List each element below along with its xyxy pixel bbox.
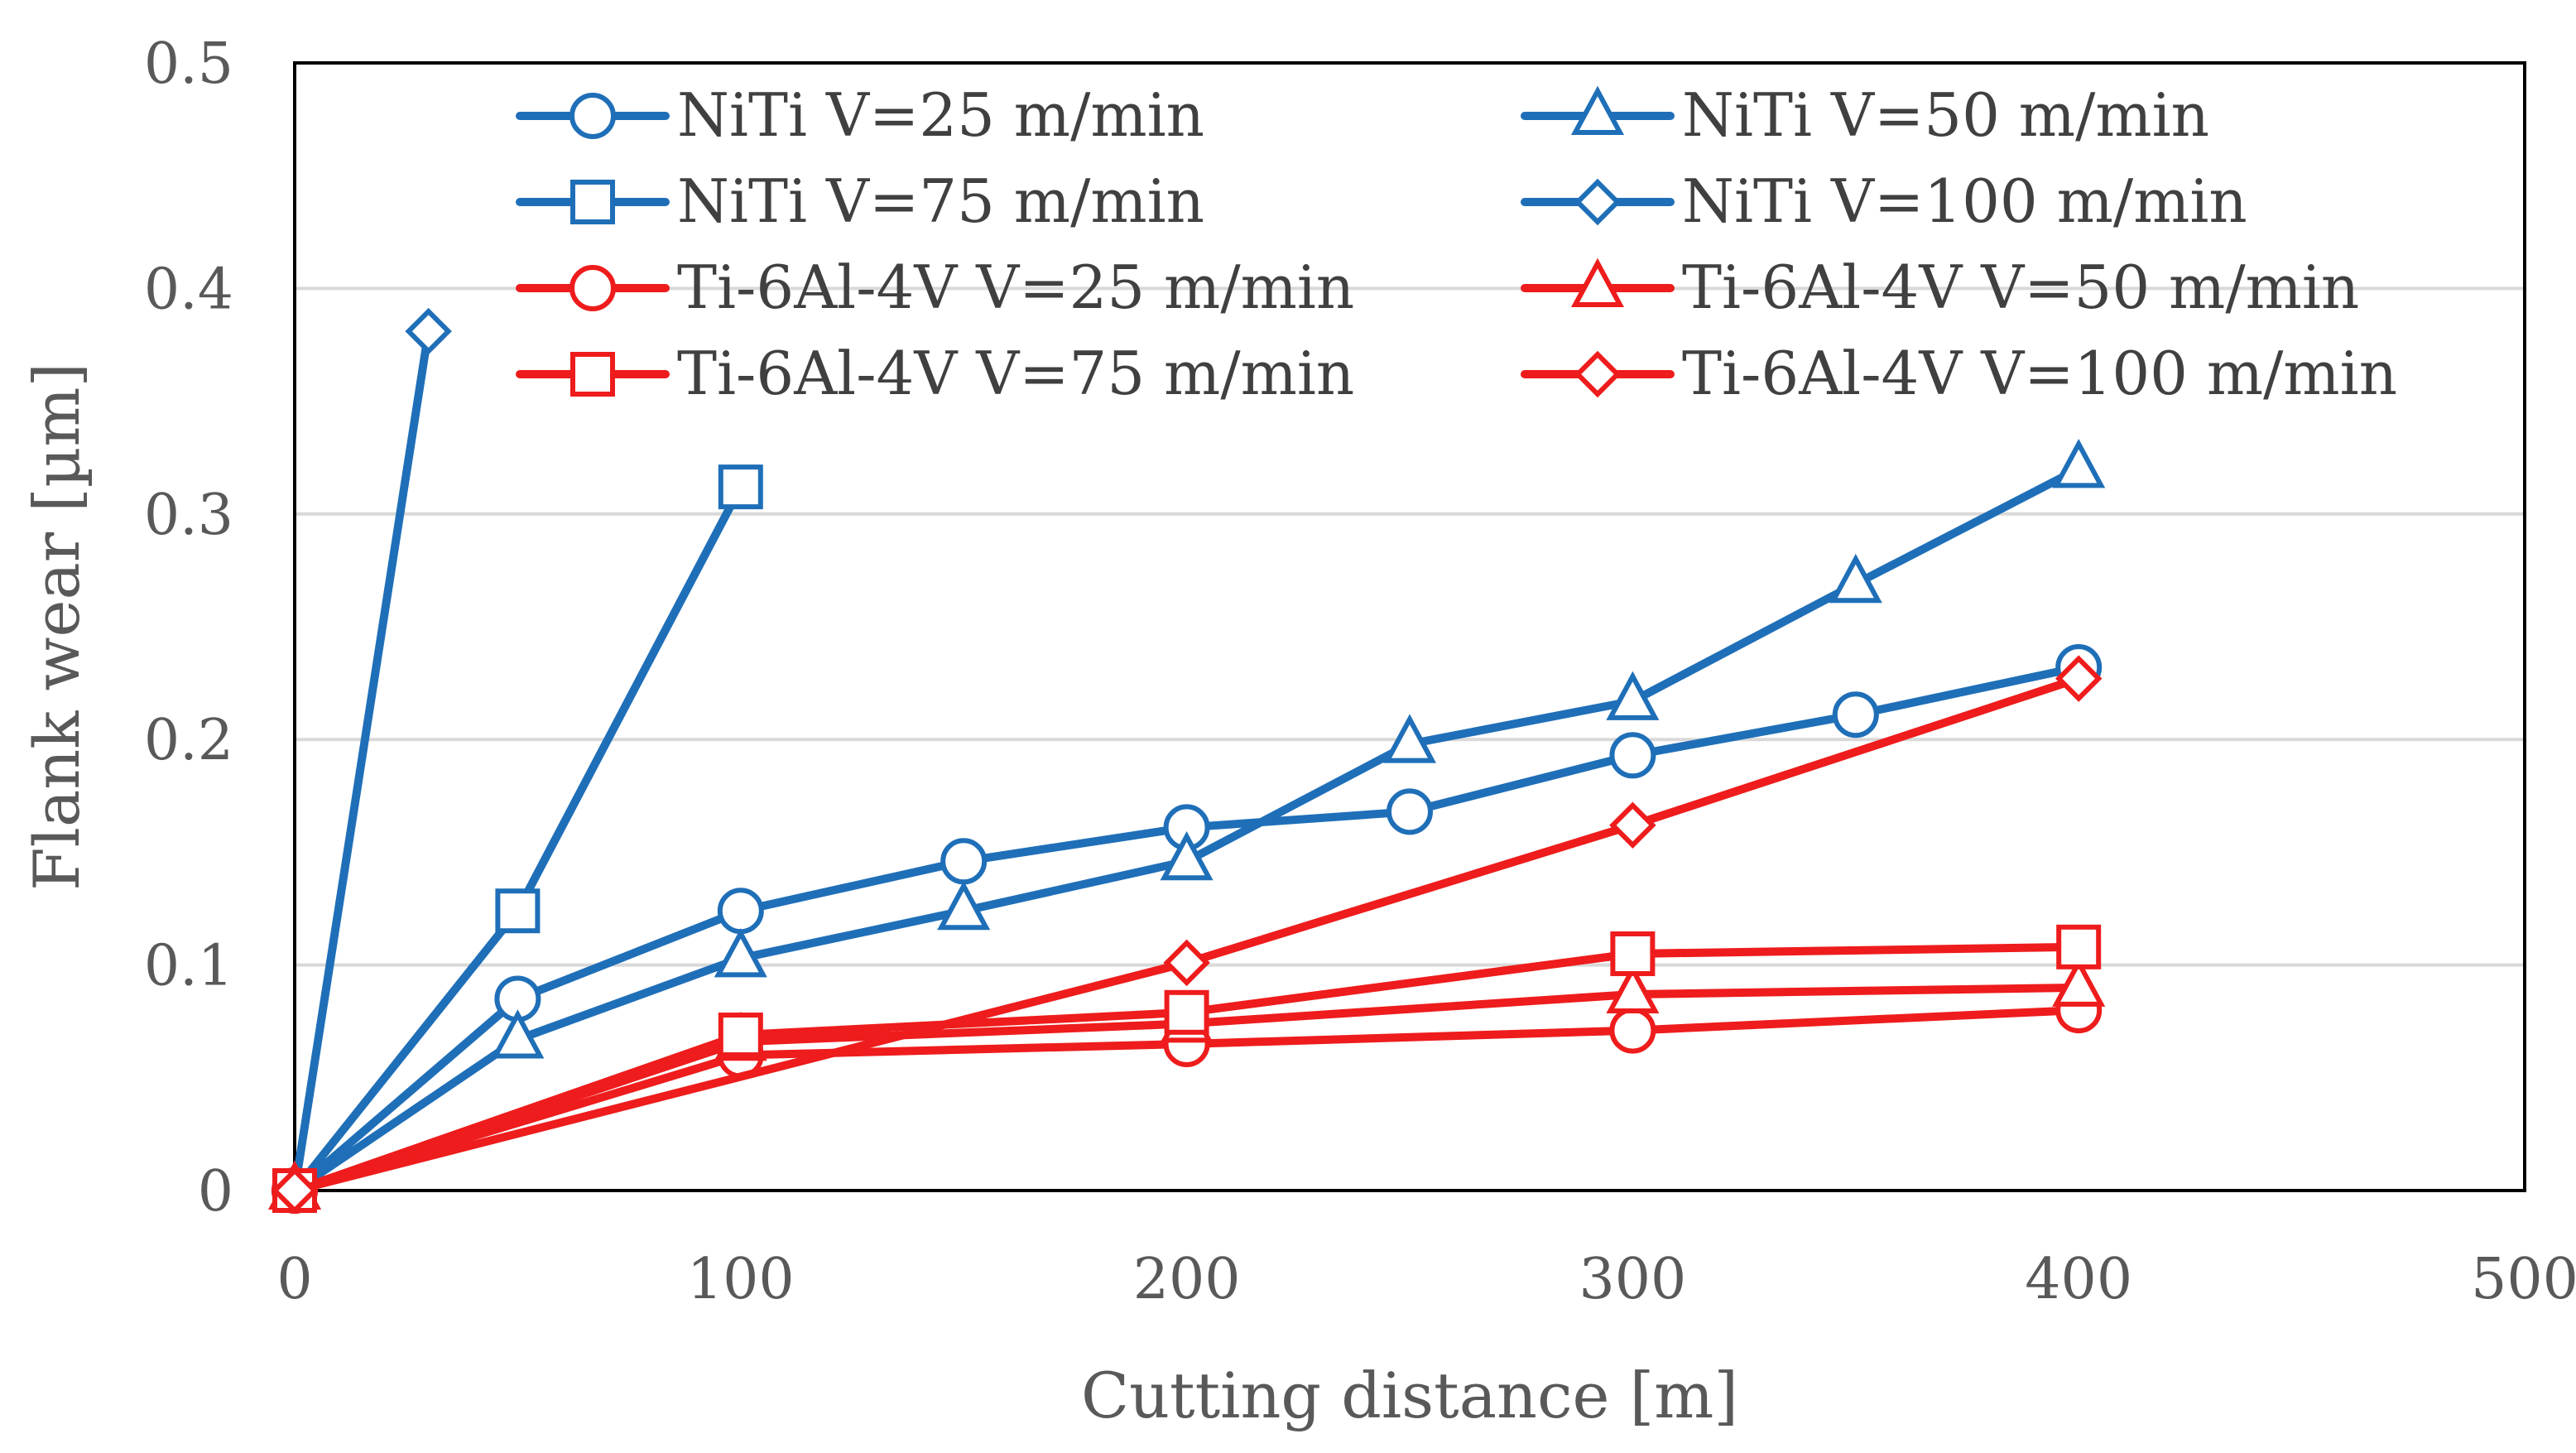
legend-swatch-marker xyxy=(1570,257,1625,307)
data-point xyxy=(405,307,452,355)
data-series xyxy=(267,307,2106,1215)
legend-swatch-marker xyxy=(1570,85,1625,135)
legend-item: Ti-6Al-4V V=25 m/min xyxy=(516,253,1354,322)
data-point xyxy=(714,928,767,978)
data-point xyxy=(940,838,988,885)
y-tick-label: 0.5 xyxy=(144,31,233,97)
axis-ticks: 0 100 200 300 400 500 0 0.1 0.2 0.3 0.4 0.5 xyxy=(144,31,2576,1312)
y-tick-label: 0.1 xyxy=(144,934,233,999)
data-point xyxy=(1606,671,1660,720)
legend-label: NiTi V=100 m/min xyxy=(1682,166,2247,236)
legend-swatch-marker xyxy=(570,265,616,311)
data-point xyxy=(1829,553,1882,604)
x-axis-title: Cutting distance [m] xyxy=(1081,1359,1738,1432)
plot-area-frame xyxy=(293,61,2526,1192)
legend-label: Ti-6Al-4V V=25 m/min xyxy=(677,253,1354,322)
legend-item: Ti-6Al-4V V=50 m/min xyxy=(1521,253,2359,322)
data-point xyxy=(718,464,763,510)
y-axis-title: Flank wear [µm] xyxy=(20,363,94,891)
legend-label: Ti-6Al-4V V=100 m/min xyxy=(1682,339,2397,408)
data-point xyxy=(937,880,991,931)
legend-label: Ti-6Al-4V V=50 m/min xyxy=(1682,253,2359,322)
legend-label: NiTi V=50 m/min xyxy=(1682,80,2209,150)
legend-swatch-marker xyxy=(1574,178,1622,226)
data-point xyxy=(717,888,764,935)
y-tick-label: 0 xyxy=(198,1159,233,1224)
data-point xyxy=(1609,732,1656,779)
data-point xyxy=(1164,989,1209,1035)
x-tick-label: 500 xyxy=(2471,1247,2576,1312)
data-point xyxy=(2052,439,2106,488)
legend-swatch-marker xyxy=(1574,350,1622,398)
series-line xyxy=(291,483,745,1195)
data-point xyxy=(1160,830,1214,881)
legend-swatch-marker xyxy=(570,352,615,397)
x-tick-label: 0 xyxy=(276,1247,312,1312)
data-point xyxy=(271,1167,319,1215)
data-point xyxy=(1163,939,1210,987)
y-tick-label: 0.2 xyxy=(144,708,233,773)
series-2 xyxy=(267,439,2106,1210)
x-tick-label: 200 xyxy=(1133,1247,1241,1312)
legend-item: NiTi V=25 m/min xyxy=(516,80,1204,150)
legend-swatch-marker xyxy=(570,180,615,224)
data-point xyxy=(1609,801,1656,849)
legend-item: Ti-6Al-4V V=100 m/min xyxy=(1521,339,2397,408)
data-point xyxy=(1387,788,1433,835)
series-8 xyxy=(271,655,2103,1215)
legend-item: NiTi V=100 m/min xyxy=(1521,166,2247,236)
data-point xyxy=(718,1013,763,1058)
data-point xyxy=(1609,1007,1656,1054)
data-point xyxy=(491,1009,545,1059)
data-point xyxy=(495,888,541,934)
x-tick-label: 100 xyxy=(687,1247,795,1312)
legend-label: NiTi V=75 m/min xyxy=(677,166,1204,236)
legend: NiTi V=25 m/min NiTi V=50 m/min NiTi V=75 … xyxy=(516,80,2397,408)
data-point xyxy=(2052,957,2106,1007)
x-tick-label: 400 xyxy=(2025,1247,2132,1312)
legend-label: Ti-6Al-4V V=75 m/min xyxy=(677,339,1354,408)
data-point xyxy=(1610,931,1656,976)
data-point xyxy=(1832,691,1879,739)
legend-swatch-marker xyxy=(570,93,616,139)
y-tick-label: 0.3 xyxy=(144,483,233,548)
series-line xyxy=(291,674,2083,1195)
legend-item: NiTi V=50 m/min xyxy=(1521,80,2209,150)
data-point xyxy=(1606,964,1660,1014)
x-tick-label: 300 xyxy=(1579,1247,1687,1312)
series-line xyxy=(291,327,433,1195)
legend-label: NiTi V=25 m/min xyxy=(677,80,1204,150)
data-point xyxy=(1382,714,1437,763)
data-point xyxy=(2055,655,2103,702)
legend-item: Ti-6Al-4V V=75 m/min xyxy=(516,339,1354,408)
legend-item: NiTi V=75 m/min xyxy=(516,166,1204,236)
data-point xyxy=(2056,924,2102,969)
y-tick-label: 0.4 xyxy=(144,257,233,322)
